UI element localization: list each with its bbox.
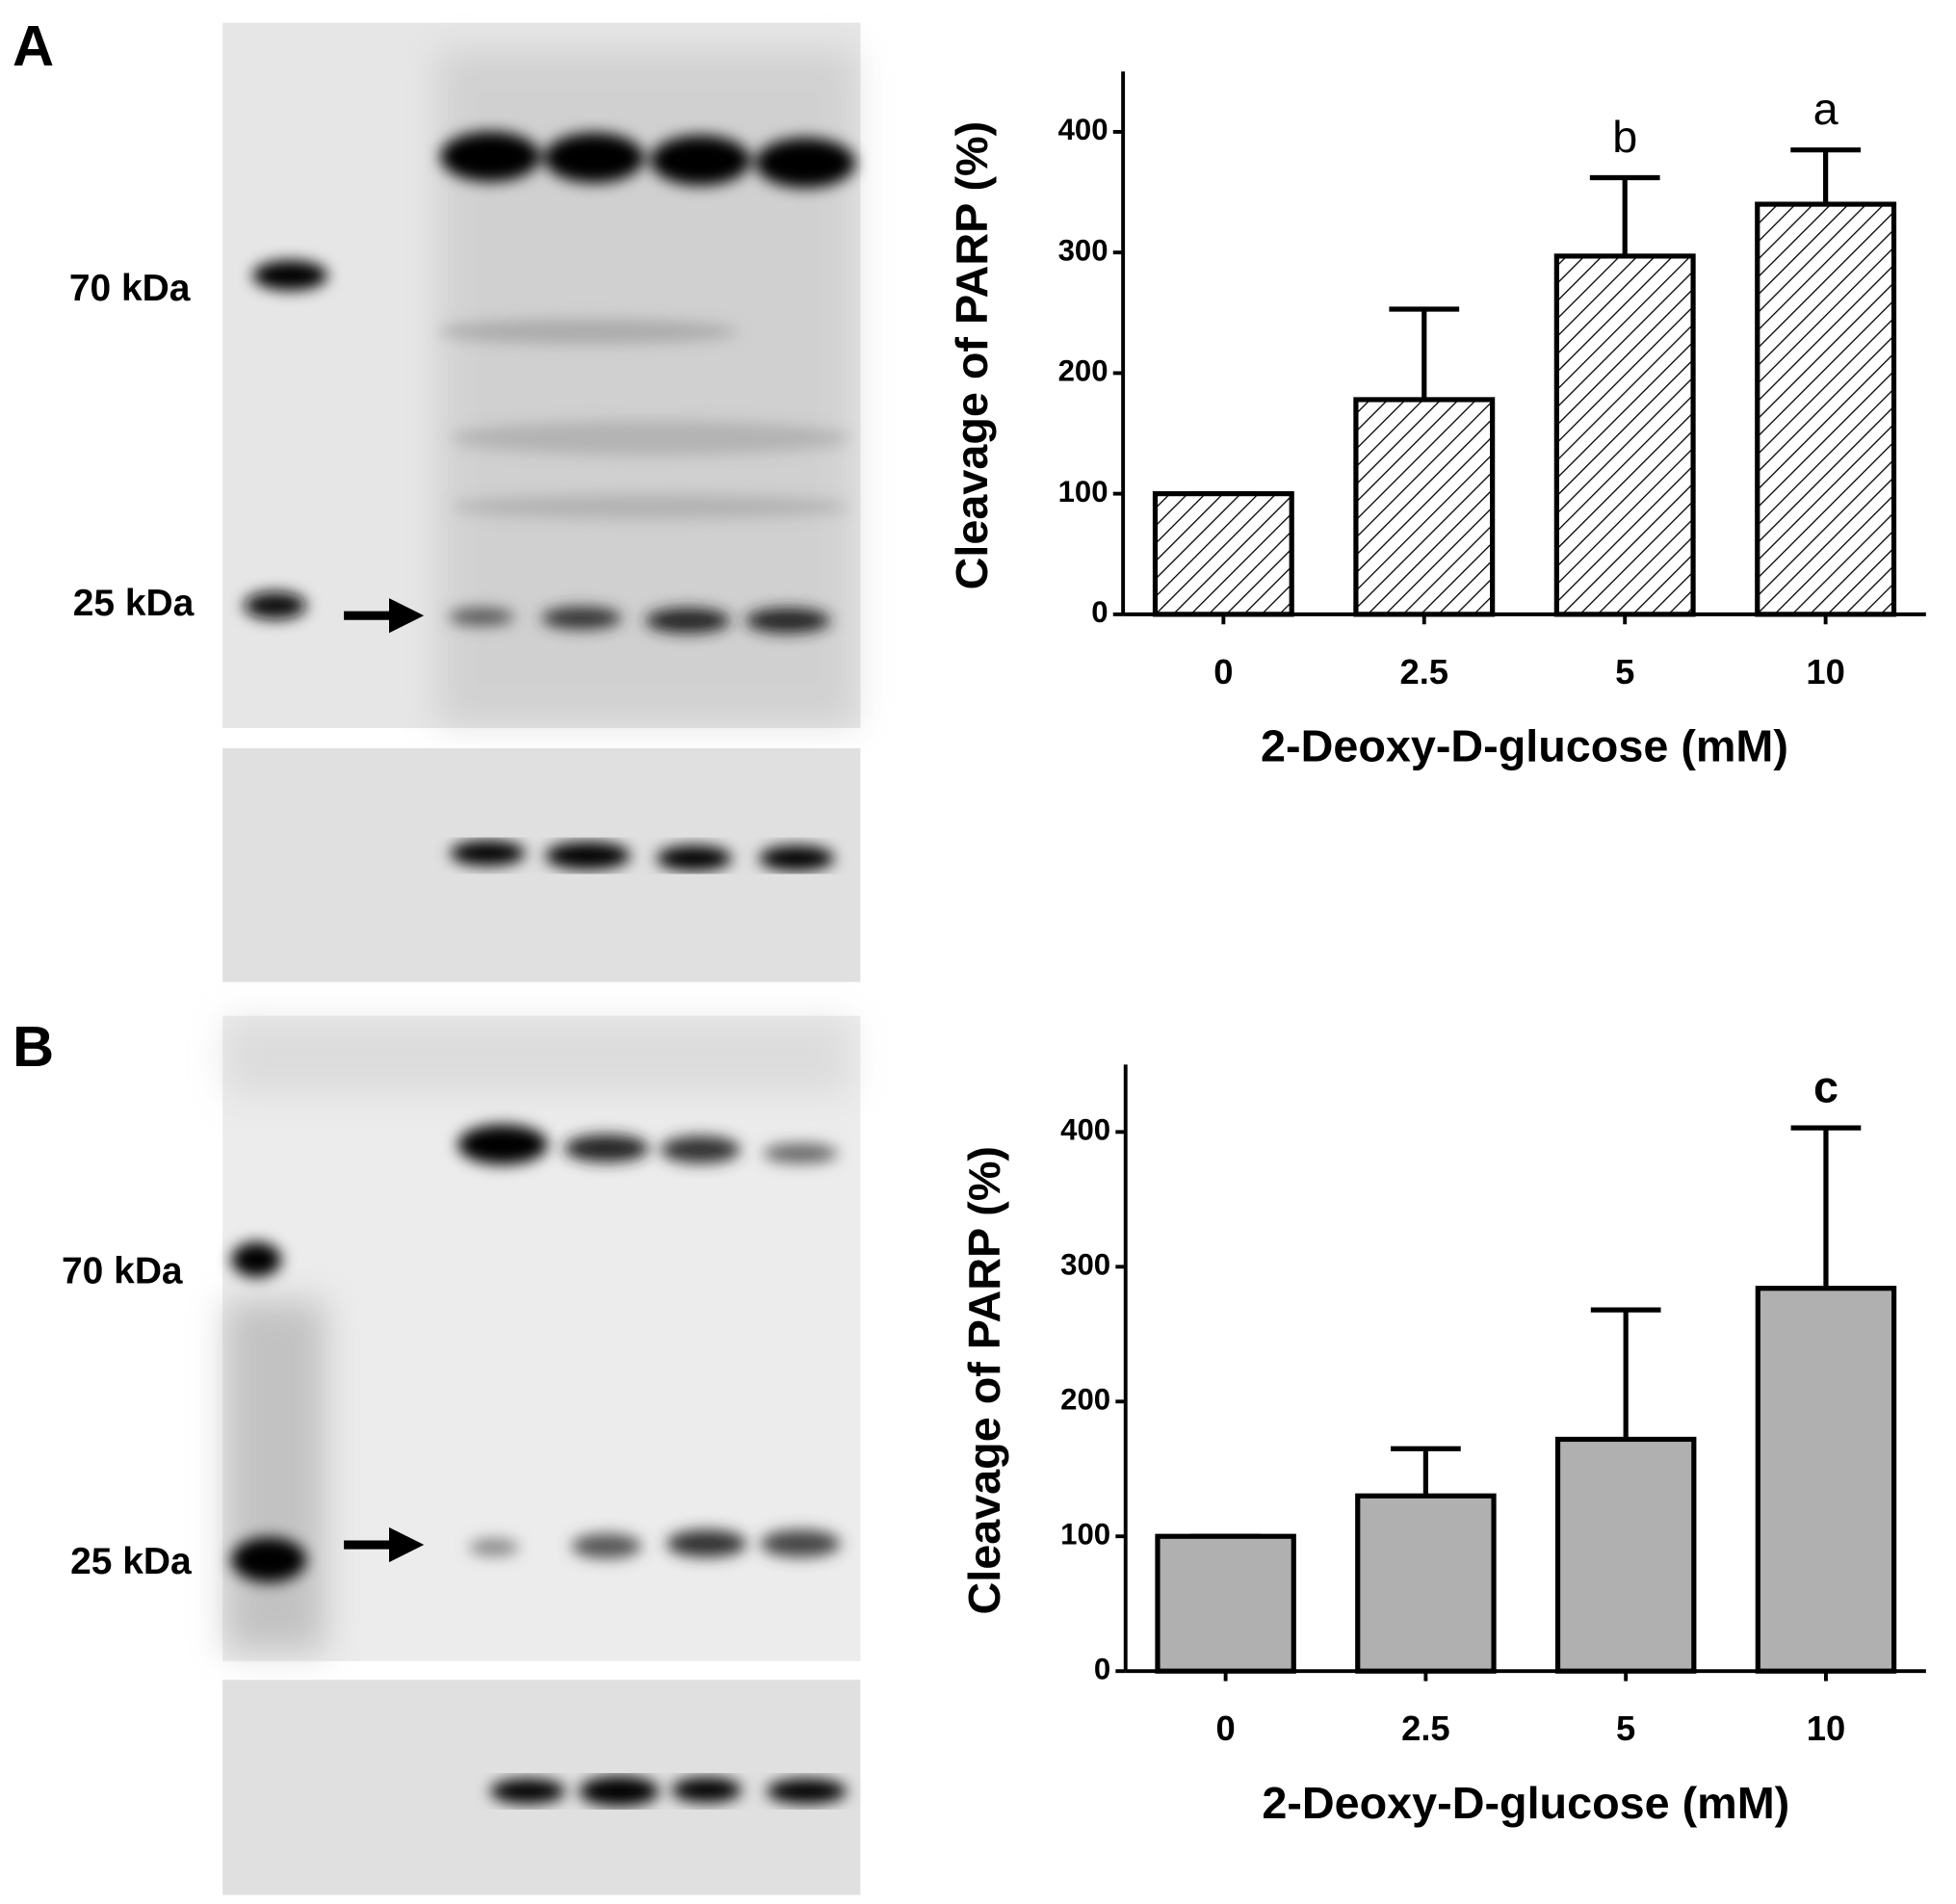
annotation: c [1813, 1062, 1839, 1112]
x-tick-label: 10 [1806, 652, 1844, 691]
bar [1755, 201, 1897, 617]
y-tick-label: 200 [1058, 354, 1108, 388]
marker-label: 70 kDa [62, 1251, 183, 1292]
marker-label: 25 kDa [73, 583, 195, 624]
x-tick-label: 2.5 [1399, 652, 1448, 691]
y-tick-label: 0 [1094, 1652, 1110, 1685]
marker-label: 25 kDa [70, 1541, 192, 1582]
y-tick-label: 400 [1060, 1113, 1110, 1147]
y-tick-label: 400 [1058, 113, 1108, 146]
y-tick-label: 300 [1060, 1248, 1110, 1282]
y-axis-label: Cleavage of PARP (%) [947, 121, 997, 590]
y-tick-label: 300 [1058, 233, 1108, 267]
blot [222, 1015, 861, 1895]
bar [1553, 253, 1696, 617]
bar [1554, 1436, 1697, 1674]
blot [222, 22, 861, 982]
y-tick-label: 100 [1058, 475, 1108, 509]
bar [1353, 397, 1496, 617]
y-axis-label: Cleavage of PARP (%) [959, 1146, 1009, 1615]
annotation: a [1813, 84, 1839, 134]
annotation: b [1612, 112, 1637, 162]
x-axis-label: 2-Deoxy-D-glucose (mM) [1262, 1778, 1789, 1828]
bar [1755, 1286, 1897, 1674]
x-tick-label: 5 [1615, 652, 1634, 691]
bar [1155, 1533, 1296, 1674]
panel-label: B [13, 1014, 54, 1079]
y-tick-label: 200 [1060, 1383, 1110, 1417]
y-tick-label: 0 [1091, 595, 1108, 629]
bar [1152, 491, 1294, 617]
y-tick-label: 100 [1060, 1517, 1110, 1551]
panel-label: A [13, 13, 54, 78]
x-tick-label: 5 [1616, 1708, 1635, 1748]
marker-label: 70 kDa [69, 268, 191, 309]
x-tick-label: 2.5 [1401, 1708, 1450, 1748]
bar [1355, 1493, 1497, 1674]
x-axis-label: 2-Deoxy-D-glucose (mM) [1261, 720, 1788, 770]
x-tick-label: 10 [1807, 1708, 1845, 1748]
x-tick-label: 0 [1213, 652, 1233, 691]
x-tick-label: 0 [1216, 1708, 1236, 1748]
